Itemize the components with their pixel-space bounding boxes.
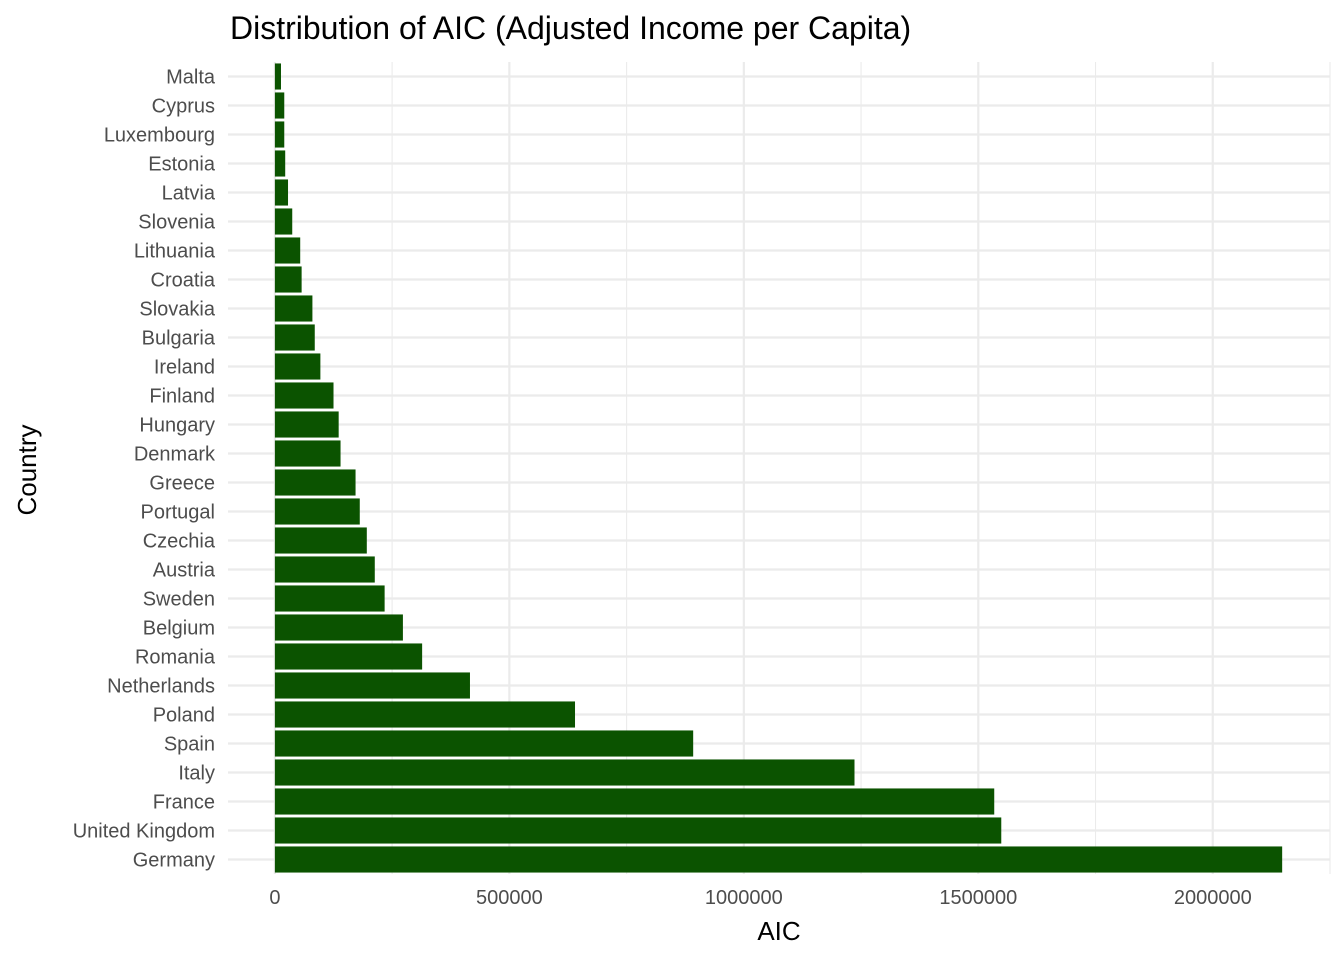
- y-tick-label: Greece: [149, 473, 215, 495]
- y-tick-label: Hungary: [139, 415, 215, 437]
- y-tick-label: Croatia: [151, 270, 216, 292]
- y-tick-label: Czechia: [143, 531, 216, 553]
- bar: [274, 556, 375, 583]
- x-axis-title: AIC: [757, 916, 800, 946]
- y-tick-label: Malta: [166, 67, 216, 89]
- y-tick-label: Slovakia: [139, 299, 215, 321]
- y-tick-label: Germany: [133, 850, 215, 872]
- bar: [274, 208, 293, 235]
- bar: [274, 324, 315, 351]
- y-tick-labels: Malta Cyprus Luxembourg Estonia Latvia Sloven…: [73, 67, 216, 872]
- y-tick-label: Netherlands: [107, 676, 215, 698]
- x-tick-label: 500000: [476, 887, 543, 909]
- y-tick-label: Sweden: [143, 589, 215, 611]
- bar: [274, 469, 356, 496]
- bar: [274, 846, 1283, 873]
- bar: [274, 382, 334, 409]
- y-tick-label: Austria: [153, 560, 216, 582]
- y-tick-label: Estonia: [148, 154, 216, 176]
- x-tick-label: 1500000: [939, 887, 1017, 909]
- x-tick-label: 2000000: [1174, 887, 1252, 909]
- bars: [274, 63, 1283, 873]
- y-tick-label: Portugal: [141, 502, 216, 524]
- bar: [274, 730, 694, 757]
- bar: [274, 63, 281, 90]
- y-tick-label: Italy: [178, 763, 215, 785]
- bar: [274, 121, 285, 148]
- bar: [274, 237, 301, 264]
- bar: [274, 498, 360, 525]
- y-tick-label: Belgium: [143, 618, 215, 640]
- y-tick-label: Spain: [164, 734, 215, 756]
- x-tick-label: 1000000: [705, 887, 783, 909]
- bar: [274, 817, 1002, 844]
- y-tick-label: Ireland: [154, 357, 215, 379]
- bar: [274, 759, 855, 786]
- bar: [274, 585, 385, 612]
- x-tick-label: 0: [269, 887, 280, 909]
- bar: [274, 440, 341, 467]
- y-tick-label: Romania: [135, 647, 216, 669]
- y-tick-label: Poland: [153, 705, 215, 727]
- bar: [274, 150, 286, 177]
- y-tick-label: Cyprus: [152, 96, 215, 118]
- bar: [274, 672, 470, 699]
- y-tick-label: Denmark: [134, 444, 216, 466]
- y-tick-label: Luxembourg: [104, 125, 215, 147]
- y-tick-label: Lithuania: [134, 241, 216, 263]
- bar: [274, 788, 995, 815]
- bar: [274, 527, 367, 554]
- bar: [274, 353, 321, 380]
- bar: [274, 92, 285, 119]
- bar: [274, 643, 423, 670]
- y-tick-label: United Kingdom: [73, 821, 215, 843]
- y-tick-label: Finland: [149, 386, 215, 408]
- chart-title: Distribution of AIC (Adjusted Income per…: [230, 10, 911, 46]
- bar: [274, 295, 313, 322]
- y-tick-label: France: [153, 792, 215, 814]
- y-axis-title: Country: [12, 424, 42, 515]
- bar: [274, 614, 403, 641]
- bar: [274, 701, 576, 728]
- y-tick-label: Latvia: [162, 183, 216, 205]
- x-tick-labels: 0 500000 1000000 1500000 2000000: [269, 887, 1251, 909]
- y-tick-label: Slovenia: [138, 212, 216, 234]
- bar: [274, 411, 339, 438]
- bar: [274, 179, 289, 206]
- bar: [274, 266, 302, 293]
- y-tick-label: Bulgaria: [142, 328, 216, 350]
